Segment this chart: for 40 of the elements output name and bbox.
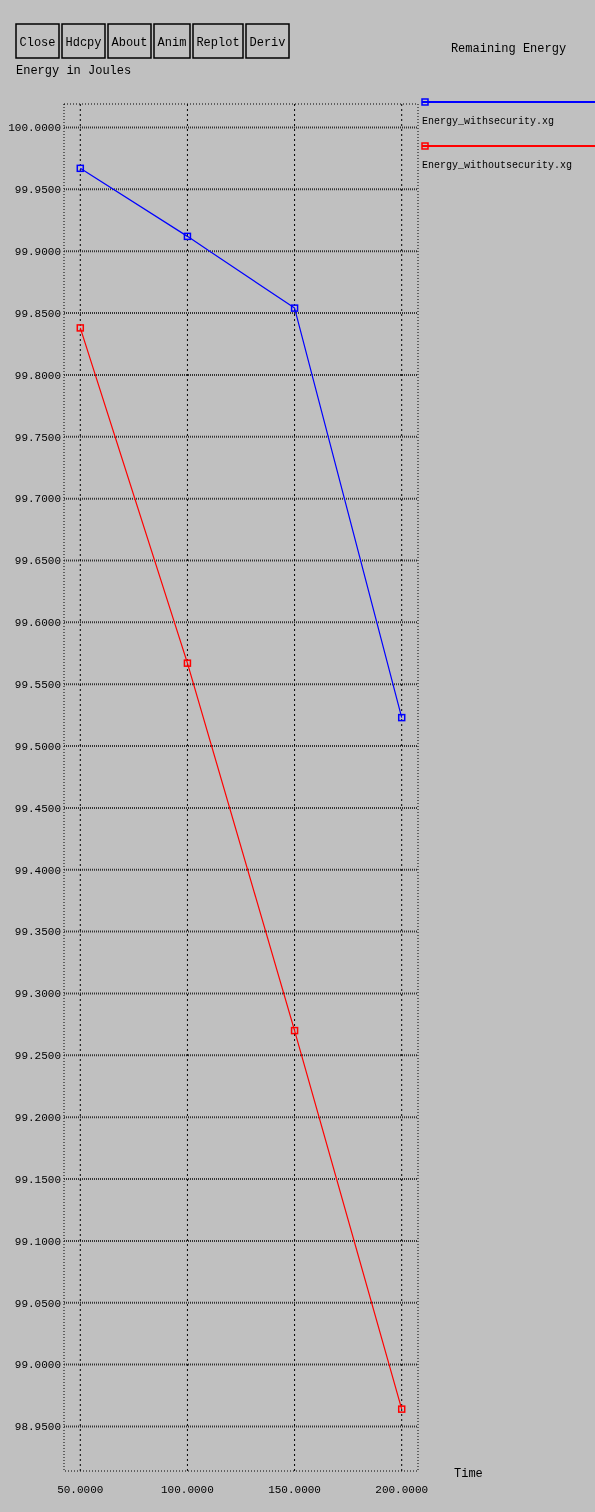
text: Remaining Energy xyxy=(450,42,567,56)
y-tick-label: 99.2500 xyxy=(14,1050,61,1063)
y-tick-label: 99.5000 xyxy=(14,740,61,753)
y-tick-label: 99.4500 xyxy=(14,802,61,815)
y-tick-label: 98.9500 xyxy=(14,1421,61,1434)
y-tick-label: 99.6500 xyxy=(14,555,61,568)
y-tick-label: 99.8500 xyxy=(14,307,61,320)
x-tick-label: 200.0000 xyxy=(375,1484,429,1496)
y-tick-label: 99.7500 xyxy=(14,431,61,444)
y-tick-label: 99.3000 xyxy=(14,988,61,1001)
point xyxy=(290,1026,299,1035)
point xyxy=(76,164,85,173)
y-tick-label: 99.4000 xyxy=(14,864,61,877)
y-tick-label: 99.3500 xyxy=(14,926,61,939)
y-tick-label: 99.9500 xyxy=(14,184,61,197)
y-tick-label: 99.7000 xyxy=(14,493,61,506)
y-tick-label: 99.1500 xyxy=(14,1173,61,1186)
legend-label: Energy_withoutsecurity.xg xyxy=(422,160,573,171)
point xyxy=(183,232,192,241)
toolbar-buttons: Close Hdcpy About Anim Replot Deriv xyxy=(15,23,290,59)
point xyxy=(76,324,85,332)
x-tick-label: 100.0000 xyxy=(161,1484,214,1496)
point xyxy=(397,713,406,722)
x-axis-title: Time xyxy=(454,1467,483,1481)
y-tick-label: 99.0000 xyxy=(14,1359,61,1372)
y-tick-label: 99.9000 xyxy=(14,246,61,259)
y-tick-label: 99.2000 xyxy=(14,1112,61,1125)
y-axis-title: Energy in Joules xyxy=(16,64,132,78)
y-tick-label: 100.0000 xyxy=(8,122,61,135)
x-tick-label: 150.0000 xyxy=(268,1484,321,1496)
y-tick-label: 99.6000 xyxy=(14,617,61,630)
legend-label: Energy_withsecurity.xg xyxy=(422,116,555,127)
y-tick-label: 99.8000 xyxy=(14,369,61,382)
y-tick-label: 99.1000 xyxy=(14,1235,61,1248)
point xyxy=(397,1405,406,1413)
x-tick-label: 50.0000 xyxy=(57,1484,104,1496)
y-tick-label: 99.0500 xyxy=(14,1297,61,1310)
point xyxy=(290,304,299,312)
y-tick-label: 99.5500 xyxy=(14,679,61,692)
point xyxy=(183,659,192,667)
